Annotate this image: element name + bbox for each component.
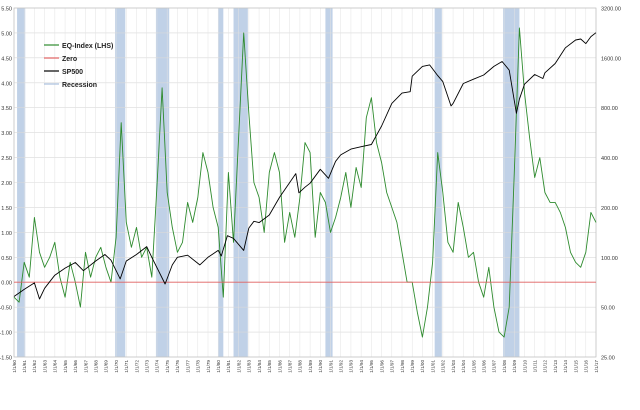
left-axis-tick-label: 5.50 bbox=[1, 7, 12, 13]
x-axis-tick-label: 1/1/95 bbox=[369, 360, 374, 373]
x-axis-tick-label: 1/1/97 bbox=[390, 360, 395, 373]
x-axis-tick-label: 1/1/13 bbox=[553, 360, 558, 373]
x-axis-tick-label: 1/1/60 bbox=[12, 360, 17, 373]
left-axis-tick-label: 2.50 bbox=[1, 156, 12, 162]
x-axis-tick-labels: 1/1/60 1/1/61 1/1/62 1/1/63 1/1/64 1/1/65 1/1/… bbox=[12, 360, 599, 373]
left-axis-tick-labels: -1.50 -1.00 -0.50 0.00 0.50 1.00 1.50 2.00 2.50 3… bbox=[0, 7, 12, 362]
x-axis-tick-label: 1/1/77 bbox=[185, 360, 190, 373]
x-axis-tick-label: 1/1/82 bbox=[236, 360, 241, 373]
right-axis-tick-label: 400.00 bbox=[601, 156, 618, 162]
right-axis-tick-label: 800.00 bbox=[601, 106, 618, 112]
x-axis-tick-label: 1/1/72 bbox=[134, 360, 139, 373]
left-axis-tick-label: -1.00 bbox=[0, 331, 12, 337]
x-axis-tick-label: 1/1/91 bbox=[328, 360, 333, 373]
plot-border bbox=[13, 7, 597, 358]
x-axis-tick-label: 1/1/74 bbox=[155, 360, 160, 373]
x-axis-tick-label: 1/1/08 bbox=[502, 360, 507, 373]
x-axis-tick-label: 1/1/86 bbox=[277, 360, 282, 373]
right-axis-tick-label: 50.00 bbox=[601, 306, 615, 312]
x-axis-tick-label: 1/1/80 bbox=[216, 360, 221, 373]
right-axis-tick-label: 25.00 bbox=[601, 356, 615, 362]
x-axis-tick-label: 1/1/67 bbox=[83, 360, 88, 373]
right-axis-tick-labels: 25.00 50.00 100.00 200.00 400.00 800.00 1600.0… bbox=[601, 7, 621, 362]
x-axis-tick-label: 1/1/16 bbox=[584, 360, 589, 373]
x-axis-tick-label: 1/1/17 bbox=[594, 360, 599, 373]
left-axis-tick-label: 1.50 bbox=[1, 206, 12, 212]
left-axis-tick-label: 1.00 bbox=[1, 231, 12, 237]
x-axis-tick-label: 1/1/12 bbox=[543, 360, 548, 373]
left-axis-tick-label: -0.50 bbox=[0, 306, 12, 312]
x-axis-tick-label: 1/1/89 bbox=[308, 360, 313, 373]
x-axis-tick-label: 1/1/99 bbox=[410, 360, 415, 373]
right-axis-tick-label: 200.00 bbox=[601, 206, 618, 212]
grid-lines bbox=[13, 7, 597, 358]
left-axis-tick-label: 3.00 bbox=[1, 131, 12, 137]
left-axis-tick-label: 4.00 bbox=[1, 81, 12, 87]
right-axis-tick-label: 100.00 bbox=[601, 256, 618, 262]
x-axis-tick-label: 1/1/05 bbox=[471, 360, 476, 373]
x-axis-tick-label: 1/1/84 bbox=[257, 360, 262, 373]
x-axis-tick-label: 1/1/73 bbox=[145, 360, 150, 373]
x-axis-tick-label: 1/1/09 bbox=[512, 360, 517, 373]
left-axis-tick-label: 0.50 bbox=[1, 256, 12, 262]
x-axis-tick-label: 1/1/03 bbox=[451, 360, 456, 373]
x-axis-tick-label: 1/1/96 bbox=[379, 360, 384, 373]
legend-label: SP500 bbox=[62, 69, 83, 76]
x-axis-tick-label: 1/1/11 bbox=[533, 360, 538, 373]
legend-label: Recession bbox=[62, 82, 97, 89]
x-axis-tick-label: 1/1/79 bbox=[206, 360, 211, 373]
x-axis-tick-label: 1/1/71 bbox=[124, 360, 129, 373]
left-axis-tick-label: 0.00 bbox=[1, 281, 12, 287]
series-line-sp500 bbox=[13, 32, 597, 300]
x-axis-tick-label: 1/1/88 bbox=[298, 360, 303, 373]
x-axis-tick-label: 1/1/02 bbox=[441, 360, 446, 373]
x-axis-tick-label: 1/1/98 bbox=[400, 360, 405, 373]
x-axis-tick-label: 1/1/10 bbox=[522, 360, 527, 373]
series-lines bbox=[13, 27, 597, 338]
x-axis-tick-label: 1/1/94 bbox=[359, 360, 364, 373]
x-axis-tick-label: 1/1/04 bbox=[461, 360, 466, 373]
left-axis-tick-label: 4.50 bbox=[1, 56, 12, 62]
legend-label: Zero bbox=[62, 56, 77, 63]
x-axis-tick-label: 1/1/90 bbox=[318, 360, 323, 373]
legend: EQ-Index (LHS) Zero SP500 Recession bbox=[44, 43, 113, 89]
x-axis-tick-label: 1/1/14 bbox=[563, 360, 568, 373]
right-axis-tick-label: 1600.00 bbox=[601, 56, 621, 62]
x-axis-tick-label: 1/1/87 bbox=[288, 360, 293, 373]
x-axis-tick-label: 1/1/62 bbox=[32, 360, 37, 373]
x-axis-tick-label: 1/1/65 bbox=[63, 360, 68, 373]
legend-label: EQ-Index (LHS) bbox=[62, 43, 113, 50]
left-axis-tick-label: -1.50 bbox=[0, 356, 12, 362]
x-axis-tick-label: 1/1/70 bbox=[114, 360, 119, 373]
x-axis-tick-label: 1/1/78 bbox=[196, 360, 201, 373]
x-axis-tick-label: 1/1/92 bbox=[339, 360, 344, 373]
x-axis-tick-label: 1/1/00 bbox=[420, 360, 425, 373]
left-axis-tick-label: 5.00 bbox=[1, 31, 12, 37]
x-axis-tick-label: 1/1/66 bbox=[73, 360, 78, 373]
x-axis-tick-label: 1/1/68 bbox=[94, 360, 99, 373]
x-axis-tick-label: 1/1/76 bbox=[175, 360, 180, 373]
x-axis-tick-label: 1/1/69 bbox=[104, 360, 109, 373]
x-axis-tick-label: 1/1/64 bbox=[53, 360, 58, 373]
x-axis-tick-label: 1/1/83 bbox=[247, 360, 252, 373]
x-axis-tick-label: 1/1/81 bbox=[226, 360, 231, 373]
right-axis-tick-label: 3200.00 bbox=[601, 7, 621, 13]
x-axis-tick-label: 1/1/07 bbox=[492, 360, 497, 373]
x-axis-tick-label: 1/1/01 bbox=[430, 360, 435, 373]
x-axis-tick-label: 1/1/06 bbox=[482, 360, 487, 373]
x-axis-tick-label: 1/1/85 bbox=[267, 360, 272, 373]
left-axis-tick-label: 3.50 bbox=[1, 106, 12, 112]
x-axis-tick-label: 1/1/75 bbox=[165, 360, 170, 373]
x-axis-tick-label: 1/1/61 bbox=[22, 360, 27, 373]
left-axis-tick-label: 2.00 bbox=[1, 181, 12, 187]
x-axis-tick-label: 1/1/15 bbox=[573, 360, 578, 373]
x-axis-tick-label: 1/1/93 bbox=[349, 360, 354, 373]
x-axis-tick-label: 1/1/63 bbox=[42, 360, 47, 373]
